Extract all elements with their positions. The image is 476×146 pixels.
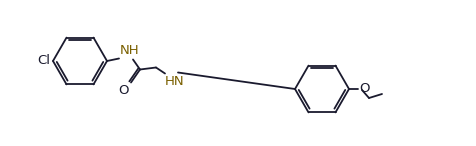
- Text: Cl: Cl: [37, 54, 50, 67]
- Text: O: O: [359, 82, 369, 95]
- Text: NH: NH: [120, 45, 139, 58]
- Text: O: O: [118, 84, 129, 97]
- Text: HN: HN: [165, 75, 185, 88]
